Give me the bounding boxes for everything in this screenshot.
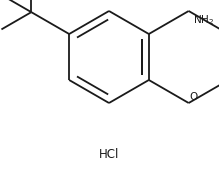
Text: HCl: HCl: [99, 148, 119, 161]
Text: O: O: [190, 92, 198, 102]
Text: NH$_2$: NH$_2$: [193, 13, 214, 27]
